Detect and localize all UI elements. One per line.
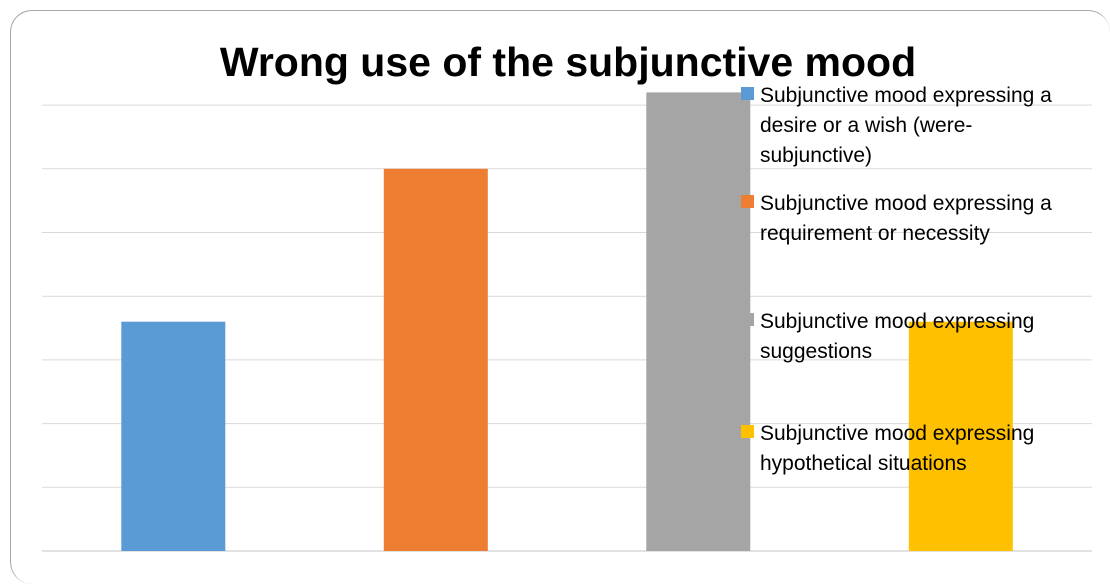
legend-label-2: requirement or necessity bbox=[760, 222, 990, 245]
legend-swatch-3 bbox=[741, 313, 754, 326]
legend-label-4: Subjunctive mood expressing bbox=[760, 422, 1034, 445]
legend-swatch-1 bbox=[741, 87, 754, 100]
bar-2 bbox=[383, 168, 488, 552]
bars bbox=[121, 92, 1013, 552]
legend-label-3: Subjunctive mood expressing bbox=[760, 310, 1034, 333]
legend-label-1: subjunctive) bbox=[760, 144, 872, 167]
legend-swatch-2 bbox=[741, 195, 754, 208]
chart-title: Wrong use of the subjunctive mood bbox=[220, 39, 916, 85]
legend-label-3: suggestions bbox=[760, 340, 872, 363]
bar-1 bbox=[121, 321, 226, 551]
bar-4 bbox=[908, 321, 1013, 551]
legend: Subjunctive mood expressing a desire or a… bbox=[741, 84, 1052, 475]
legend-swatch-4 bbox=[741, 425, 754, 438]
legend-label-4: hypothetical situations bbox=[760, 452, 967, 475]
legend-label-1: Subjunctive mood expressing a bbox=[760, 84, 1052, 107]
legend-label-2: Subjunctive mood expressing a bbox=[760, 192, 1052, 215]
bar-3 bbox=[646, 92, 751, 552]
legend-label-1: desire or a wish (were- bbox=[760, 114, 972, 137]
